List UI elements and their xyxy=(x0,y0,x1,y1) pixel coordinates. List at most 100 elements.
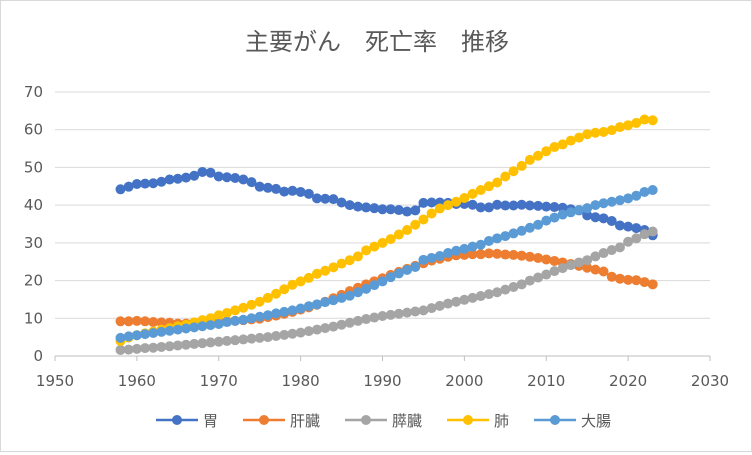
data-point xyxy=(393,229,404,240)
data-point xyxy=(475,202,486,213)
data-point xyxy=(181,339,191,350)
data-point xyxy=(377,204,388,215)
data-point xyxy=(328,194,339,205)
legend-marker xyxy=(259,415,269,425)
data-point xyxy=(623,274,634,285)
data-point xyxy=(123,331,134,342)
data-point xyxy=(524,222,535,233)
data-point xyxy=(336,319,347,330)
data-point xyxy=(361,314,372,325)
data-point xyxy=(303,326,314,337)
data-point xyxy=(221,317,232,328)
data-point xyxy=(262,292,273,303)
data-point xyxy=(549,255,560,266)
data-point xyxy=(623,120,634,131)
data-point xyxy=(483,181,494,192)
data-point xyxy=(467,199,478,210)
data-point xyxy=(189,170,200,181)
data-point xyxy=(115,344,126,355)
data-point xyxy=(189,338,200,349)
data-point xyxy=(590,212,601,223)
data-point xyxy=(631,275,642,286)
data-point xyxy=(352,201,363,212)
legend-marker xyxy=(361,415,371,425)
data-point xyxy=(426,303,437,314)
x-tick-label: 1960 xyxy=(118,372,156,390)
data-point xyxy=(115,332,126,343)
data-point xyxy=(598,248,609,259)
x-tick-label: 1980 xyxy=(282,372,320,390)
legend-label: 胃 xyxy=(203,412,218,430)
data-point xyxy=(312,324,322,335)
data-point xyxy=(549,266,560,277)
data-point xyxy=(123,344,134,355)
data-point xyxy=(221,172,232,183)
data-point xyxy=(312,299,322,310)
data-point xyxy=(156,176,167,187)
data-point xyxy=(156,326,167,337)
data-point xyxy=(393,205,404,216)
data-point xyxy=(402,265,413,276)
data-point xyxy=(156,341,167,352)
data-point xyxy=(131,315,142,326)
data-point xyxy=(115,316,126,327)
data-point xyxy=(516,279,527,290)
data-point xyxy=(557,263,568,274)
series-layer xyxy=(115,114,658,355)
data-point xyxy=(361,202,372,213)
legend: 胃 肝臓 膵臓 肺 大腸 xyxy=(156,412,611,430)
data-point xyxy=(385,204,396,215)
data-point xyxy=(377,276,388,287)
data-point xyxy=(140,178,151,189)
data-point xyxy=(213,171,224,182)
data-point xyxy=(541,254,552,265)
data-point xyxy=(492,233,503,244)
data-point xyxy=(639,186,650,197)
legend-entry-0: 胃 xyxy=(156,412,218,430)
data-point xyxy=(131,179,142,190)
data-point xyxy=(271,183,282,194)
data-point xyxy=(524,275,535,286)
data-point xyxy=(393,268,404,279)
data-point xyxy=(614,220,625,231)
data-point xyxy=(410,306,421,317)
data-point xyxy=(352,315,363,326)
data-point xyxy=(369,312,380,323)
data-point xyxy=(164,341,175,352)
x-tick-label: 2000 xyxy=(445,372,483,390)
data-point xyxy=(574,257,584,268)
data-point xyxy=(533,252,544,263)
data-point xyxy=(623,236,634,247)
data-point xyxy=(402,206,413,217)
data-point xyxy=(483,235,494,246)
data-point xyxy=(434,203,445,214)
data-point xyxy=(598,266,609,277)
data-point xyxy=(516,225,527,236)
data-point xyxy=(279,306,290,317)
legend-marker xyxy=(463,415,473,425)
data-point xyxy=(328,321,339,332)
data-point xyxy=(459,192,470,203)
data-point xyxy=(312,193,322,204)
data-point xyxy=(385,272,396,283)
data-point xyxy=(418,254,429,265)
data-point xyxy=(238,302,249,313)
data-point xyxy=(115,184,126,195)
y-tick-label: 40 xyxy=(24,196,43,214)
data-point xyxy=(623,221,634,232)
data-point xyxy=(483,248,494,259)
data-point xyxy=(140,343,151,354)
data-point xyxy=(221,308,232,319)
data-point xyxy=(631,223,642,234)
data-point xyxy=(164,174,175,185)
data-point xyxy=(418,305,429,316)
data-point xyxy=(574,132,584,143)
data-point xyxy=(213,336,224,347)
data-point xyxy=(508,228,519,239)
data-point xyxy=(262,332,273,343)
data-point xyxy=(582,255,593,266)
data-point xyxy=(516,160,527,171)
data-point xyxy=(344,255,355,266)
